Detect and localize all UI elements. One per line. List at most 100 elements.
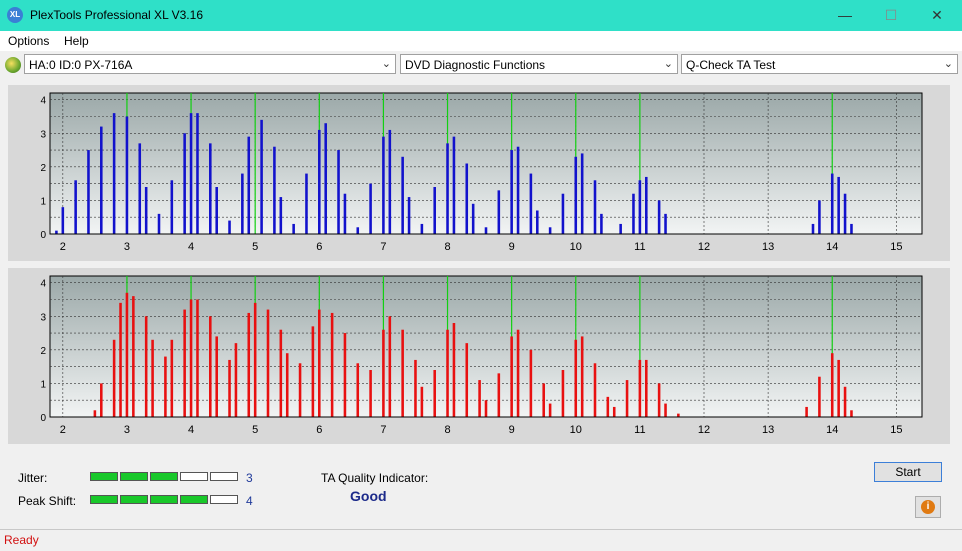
y-tick-label: 1 — [40, 196, 46, 207]
histogram-bar — [574, 339, 578, 417]
maximize-button[interactable]: ☐ — [884, 7, 898, 23]
histogram-bar — [542, 383, 545, 417]
histogram-bar — [189, 113, 193, 234]
histogram-bar — [93, 410, 97, 417]
histogram-bar — [850, 223, 853, 234]
histogram-bar — [285, 353, 289, 417]
histogram-bar — [548, 227, 552, 234]
drive-select[interactable]: HA:0 ID:0 PX-716A ⌄ — [24, 54, 396, 74]
histogram-bar — [465, 163, 469, 234]
histogram-bar — [830, 173, 834, 234]
histogram-bar — [645, 176, 648, 234]
histogram-bar — [478, 380, 481, 417]
histogram-bar — [132, 296, 135, 417]
histogram-bar — [343, 333, 347, 417]
histogram-bar — [157, 213, 161, 234]
histogram-bar — [183, 309, 186, 417]
histogram-bar — [465, 343, 469, 417]
histogram-bar — [420, 223, 424, 234]
peak-shift-meter-segment — [180, 495, 208, 504]
histogram-bar — [343, 193, 347, 234]
histogram-bar — [843, 386, 847, 417]
histogram-bar — [632, 193, 635, 234]
histogram-bar — [830, 353, 834, 417]
histogram-bar — [388, 129, 392, 234]
histogram-bar — [510, 336, 513, 417]
status-text: Ready — [4, 533, 39, 547]
histogram-bar — [510, 150, 513, 234]
x-tick-label: 12 — [698, 424, 710, 436]
histogram-bar — [241, 173, 244, 234]
close-button[interactable]: ✕ — [931, 7, 943, 23]
menu-help[interactable]: Help — [64, 34, 89, 48]
title-bar: XL PlexTools Professional XL V3.16 — ☐ ✕ — [0, 0, 962, 31]
histogram-bar — [612, 406, 616, 417]
status-bar: Ready — [0, 529, 962, 551]
histogram-bar — [260, 119, 263, 234]
histogram-bar — [619, 223, 622, 234]
histogram-bar — [407, 197, 411, 234]
peak-shift-meter-segment — [150, 495, 178, 504]
top-chart-panel: 0 1 2 3 4 2 3 4 5 6 7 8 9 10 11 12 13 14 15 — [8, 85, 950, 261]
info-button[interactable]: i — [915, 496, 941, 518]
x-tick-label: 4 — [188, 241, 194, 253]
histogram-bar — [298, 363, 302, 417]
test-select-value: Q-Check TA Test — [686, 58, 776, 72]
histogram-bar — [318, 129, 321, 234]
histogram-bar — [183, 133, 186, 234]
histogram-bar — [253, 302, 257, 417]
y-tick-label: 0 — [40, 413, 46, 424]
plot-area — [49, 92, 923, 235]
histogram-bar — [606, 396, 610, 417]
histogram-bar — [593, 363, 597, 417]
histogram-bar — [657, 383, 661, 417]
function-select[interactable]: DVD Diagnostic Functions ⌄ — [400, 54, 678, 74]
y-tick-label: 3 — [40, 312, 46, 323]
histogram-bar — [580, 336, 584, 417]
x-tick-label: 14 — [826, 424, 838, 436]
jitter-meter-segment — [150, 472, 178, 481]
x-tick-label: 4 — [188, 424, 194, 436]
histogram-bar — [170, 180, 174, 234]
peak-shift-label: Peak Shift: — [18, 494, 77, 508]
y-tick-label: 4 — [40, 279, 46, 290]
histogram-bar — [818, 200, 821, 234]
y-tick-label: 2 — [40, 346, 46, 357]
x-tick-label: 7 — [380, 241, 386, 253]
histogram-bar — [125, 292, 129, 417]
histogram-bar — [818, 376, 821, 417]
histogram-bar — [369, 370, 372, 417]
histogram-bar — [209, 143, 212, 234]
histogram-bar — [305, 173, 308, 234]
menu-options[interactable]: Options — [8, 34, 50, 48]
x-tick-label: 15 — [890, 241, 902, 253]
histogram-bar — [369, 183, 372, 234]
histogram-bar — [215, 187, 218, 234]
histogram-bar — [529, 173, 533, 234]
histogram-bar — [452, 136, 456, 234]
histogram-bar — [677, 413, 680, 417]
histogram-bar — [414, 359, 417, 417]
histogram-bar — [433, 370, 436, 417]
start-button[interactable]: Start — [874, 462, 942, 482]
histogram-bar — [497, 190, 501, 234]
histogram-bar — [196, 113, 199, 234]
histogram-bar — [164, 356, 167, 417]
histogram-bar — [664, 213, 667, 234]
x-tick-label: 6 — [316, 424, 322, 436]
histogram-bar — [228, 359, 231, 417]
peak-shift-value: 4 — [246, 494, 253, 508]
histogram-bar — [228, 220, 231, 234]
histogram-bar — [234, 343, 238, 417]
histogram-bar — [55, 230, 58, 234]
histogram-bar — [401, 329, 404, 417]
histogram-bar — [382, 136, 385, 234]
drive-select-value: HA:0 ID:0 PX-716A — [29, 58, 133, 72]
minimize-button[interactable]: — — [838, 7, 852, 23]
test-select[interactable]: Q-Check TA Test ⌄ — [681, 54, 958, 74]
histogram-bar — [273, 146, 276, 234]
histogram-bar — [247, 136, 251, 234]
x-tick-label: 11 — [634, 241, 645, 253]
peak-shift-meter-segment — [120, 495, 148, 504]
x-tick-label: 5 — [252, 241, 258, 253]
